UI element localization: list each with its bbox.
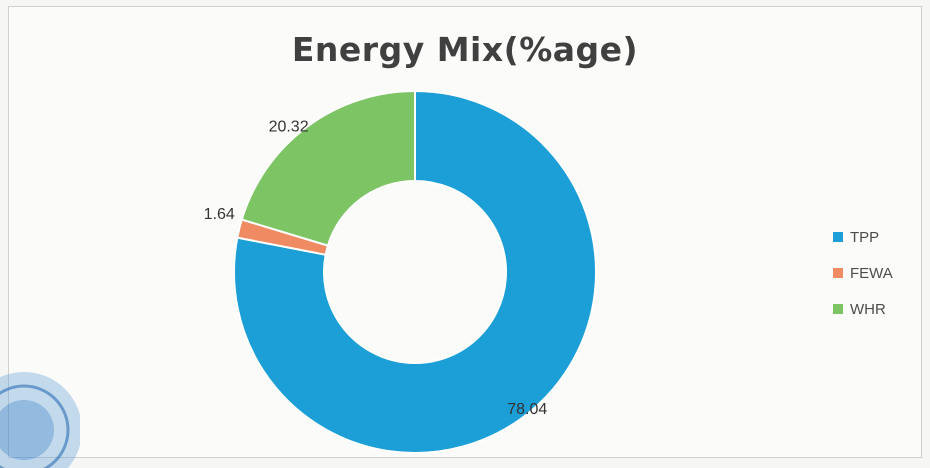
chart-title: Energy Mix(%age) xyxy=(291,30,639,69)
legend-item-fewa: FEWA xyxy=(833,260,893,286)
legend-label: FEWA xyxy=(850,264,893,282)
donut-slice-whr xyxy=(240,89,416,247)
data-label-fewa: 1.64 xyxy=(204,206,235,223)
legend-item-whr: WHR xyxy=(833,296,893,322)
legend-item-tpp: TPP xyxy=(833,224,893,250)
legend-swatch xyxy=(833,232,843,242)
legend-label: TPP xyxy=(850,228,880,246)
data-label-tpp: 78.04 xyxy=(507,401,547,418)
legend-swatch xyxy=(833,304,843,314)
data-label-whr: 20.32 xyxy=(269,119,309,136)
legend-label: WHR xyxy=(850,300,886,318)
legend-swatch xyxy=(833,268,843,278)
donut-slice-tpp xyxy=(233,89,597,454)
chart-legend: TPP FEWA WHR xyxy=(833,224,893,332)
stamp-seal xyxy=(0,350,80,468)
